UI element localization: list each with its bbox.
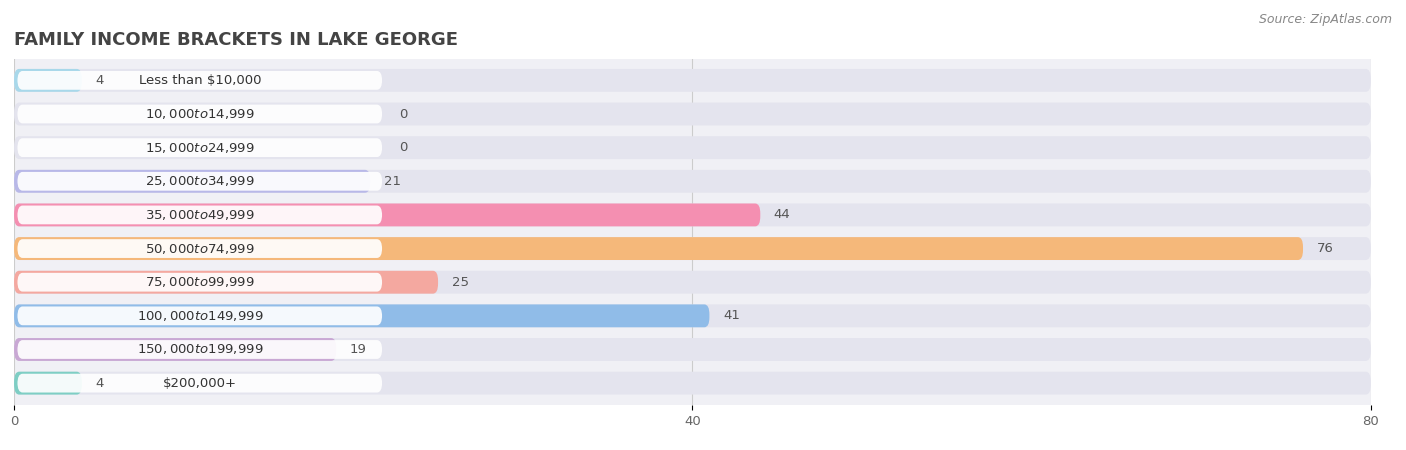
- FancyBboxPatch shape: [14, 69, 1371, 92]
- FancyBboxPatch shape: [14, 304, 1371, 327]
- Text: 41: 41: [723, 309, 740, 322]
- Text: Less than $10,000: Less than $10,000: [139, 74, 262, 87]
- FancyBboxPatch shape: [17, 239, 382, 258]
- Text: 4: 4: [96, 74, 104, 87]
- Text: 19: 19: [350, 343, 367, 356]
- FancyBboxPatch shape: [17, 273, 382, 292]
- Text: 25: 25: [451, 276, 468, 289]
- Text: $10,000 to $14,999: $10,000 to $14,999: [145, 107, 254, 121]
- FancyBboxPatch shape: [17, 206, 382, 224]
- FancyBboxPatch shape: [14, 271, 439, 294]
- FancyBboxPatch shape: [14, 372, 1371, 395]
- FancyBboxPatch shape: [14, 237, 1371, 260]
- FancyBboxPatch shape: [14, 136, 1371, 159]
- FancyBboxPatch shape: [14, 103, 1371, 126]
- FancyBboxPatch shape: [14, 271, 1371, 294]
- FancyBboxPatch shape: [17, 71, 382, 90]
- Text: 44: 44: [773, 208, 790, 221]
- Text: $15,000 to $24,999: $15,000 to $24,999: [145, 141, 254, 155]
- FancyBboxPatch shape: [14, 69, 82, 92]
- Text: 0: 0: [399, 108, 408, 121]
- Text: 21: 21: [384, 175, 401, 188]
- Text: $25,000 to $34,999: $25,000 to $34,999: [145, 174, 254, 188]
- Text: $150,000 to $199,999: $150,000 to $199,999: [136, 342, 263, 356]
- FancyBboxPatch shape: [17, 172, 382, 191]
- Text: $100,000 to $149,999: $100,000 to $149,999: [136, 309, 263, 323]
- FancyBboxPatch shape: [17, 138, 382, 157]
- FancyBboxPatch shape: [17, 340, 382, 359]
- Text: 0: 0: [399, 141, 408, 154]
- FancyBboxPatch shape: [14, 304, 710, 327]
- FancyBboxPatch shape: [17, 374, 382, 392]
- FancyBboxPatch shape: [14, 372, 82, 395]
- Text: $35,000 to $49,999: $35,000 to $49,999: [145, 208, 254, 222]
- Text: $200,000+: $200,000+: [163, 377, 236, 390]
- FancyBboxPatch shape: [14, 170, 1371, 193]
- Text: 76: 76: [1316, 242, 1333, 255]
- FancyBboxPatch shape: [14, 170, 370, 193]
- Text: Source: ZipAtlas.com: Source: ZipAtlas.com: [1258, 14, 1392, 27]
- FancyBboxPatch shape: [14, 203, 1371, 226]
- FancyBboxPatch shape: [14, 338, 336, 361]
- FancyBboxPatch shape: [14, 237, 1303, 260]
- FancyBboxPatch shape: [14, 338, 1371, 361]
- FancyBboxPatch shape: [17, 105, 382, 123]
- Text: $75,000 to $99,999: $75,000 to $99,999: [145, 275, 254, 289]
- Text: $50,000 to $74,999: $50,000 to $74,999: [145, 242, 254, 256]
- FancyBboxPatch shape: [14, 203, 761, 226]
- FancyBboxPatch shape: [17, 306, 382, 325]
- Text: FAMILY INCOME BRACKETS IN LAKE GEORGE: FAMILY INCOME BRACKETS IN LAKE GEORGE: [14, 31, 458, 49]
- Text: 4: 4: [96, 377, 104, 390]
